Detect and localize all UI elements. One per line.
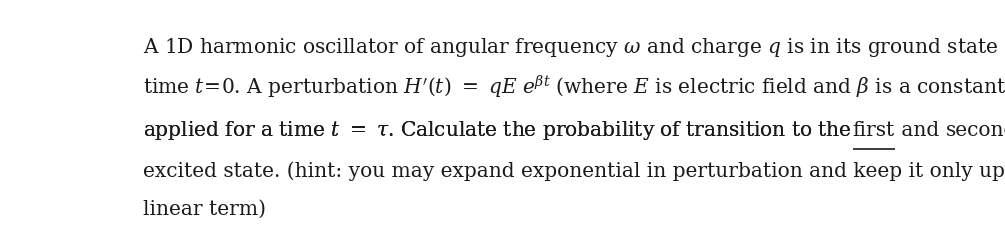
Text: excited state. (hint: you may expand exponential in perturbation and keep it onl: excited state. (hint: you may expand exp… bbox=[143, 161, 1005, 181]
Text: linear term): linear term) bbox=[143, 200, 265, 218]
Text: and: and bbox=[894, 121, 946, 140]
Text: A 1D harmonic oscillator of angular frequency $\omega$ and charge $q$ is in its : A 1D harmonic oscillator of angular freq… bbox=[143, 36, 1005, 59]
Text: first: first bbox=[852, 121, 894, 140]
Text: applied for a time $t$ $=$ $\tau$. Calculate the probability of transition to th: applied for a time $t$ $=$ $\tau$. Calcu… bbox=[143, 119, 852, 142]
Text: second: second bbox=[946, 121, 1005, 140]
Text: applied for a time $t$ $=$ $\tau$. Calculate the probability of transition to th: applied for a time $t$ $=$ $\tau$. Calcu… bbox=[143, 119, 852, 142]
Text: time $t$$\!=\!$0. A perturbation $H'(t)$ $=$ $qE$ $e^{\beta t}$ (where $E$ is el: time $t$$\!=\!$0. A perturbation $H'(t)$… bbox=[143, 73, 1005, 100]
